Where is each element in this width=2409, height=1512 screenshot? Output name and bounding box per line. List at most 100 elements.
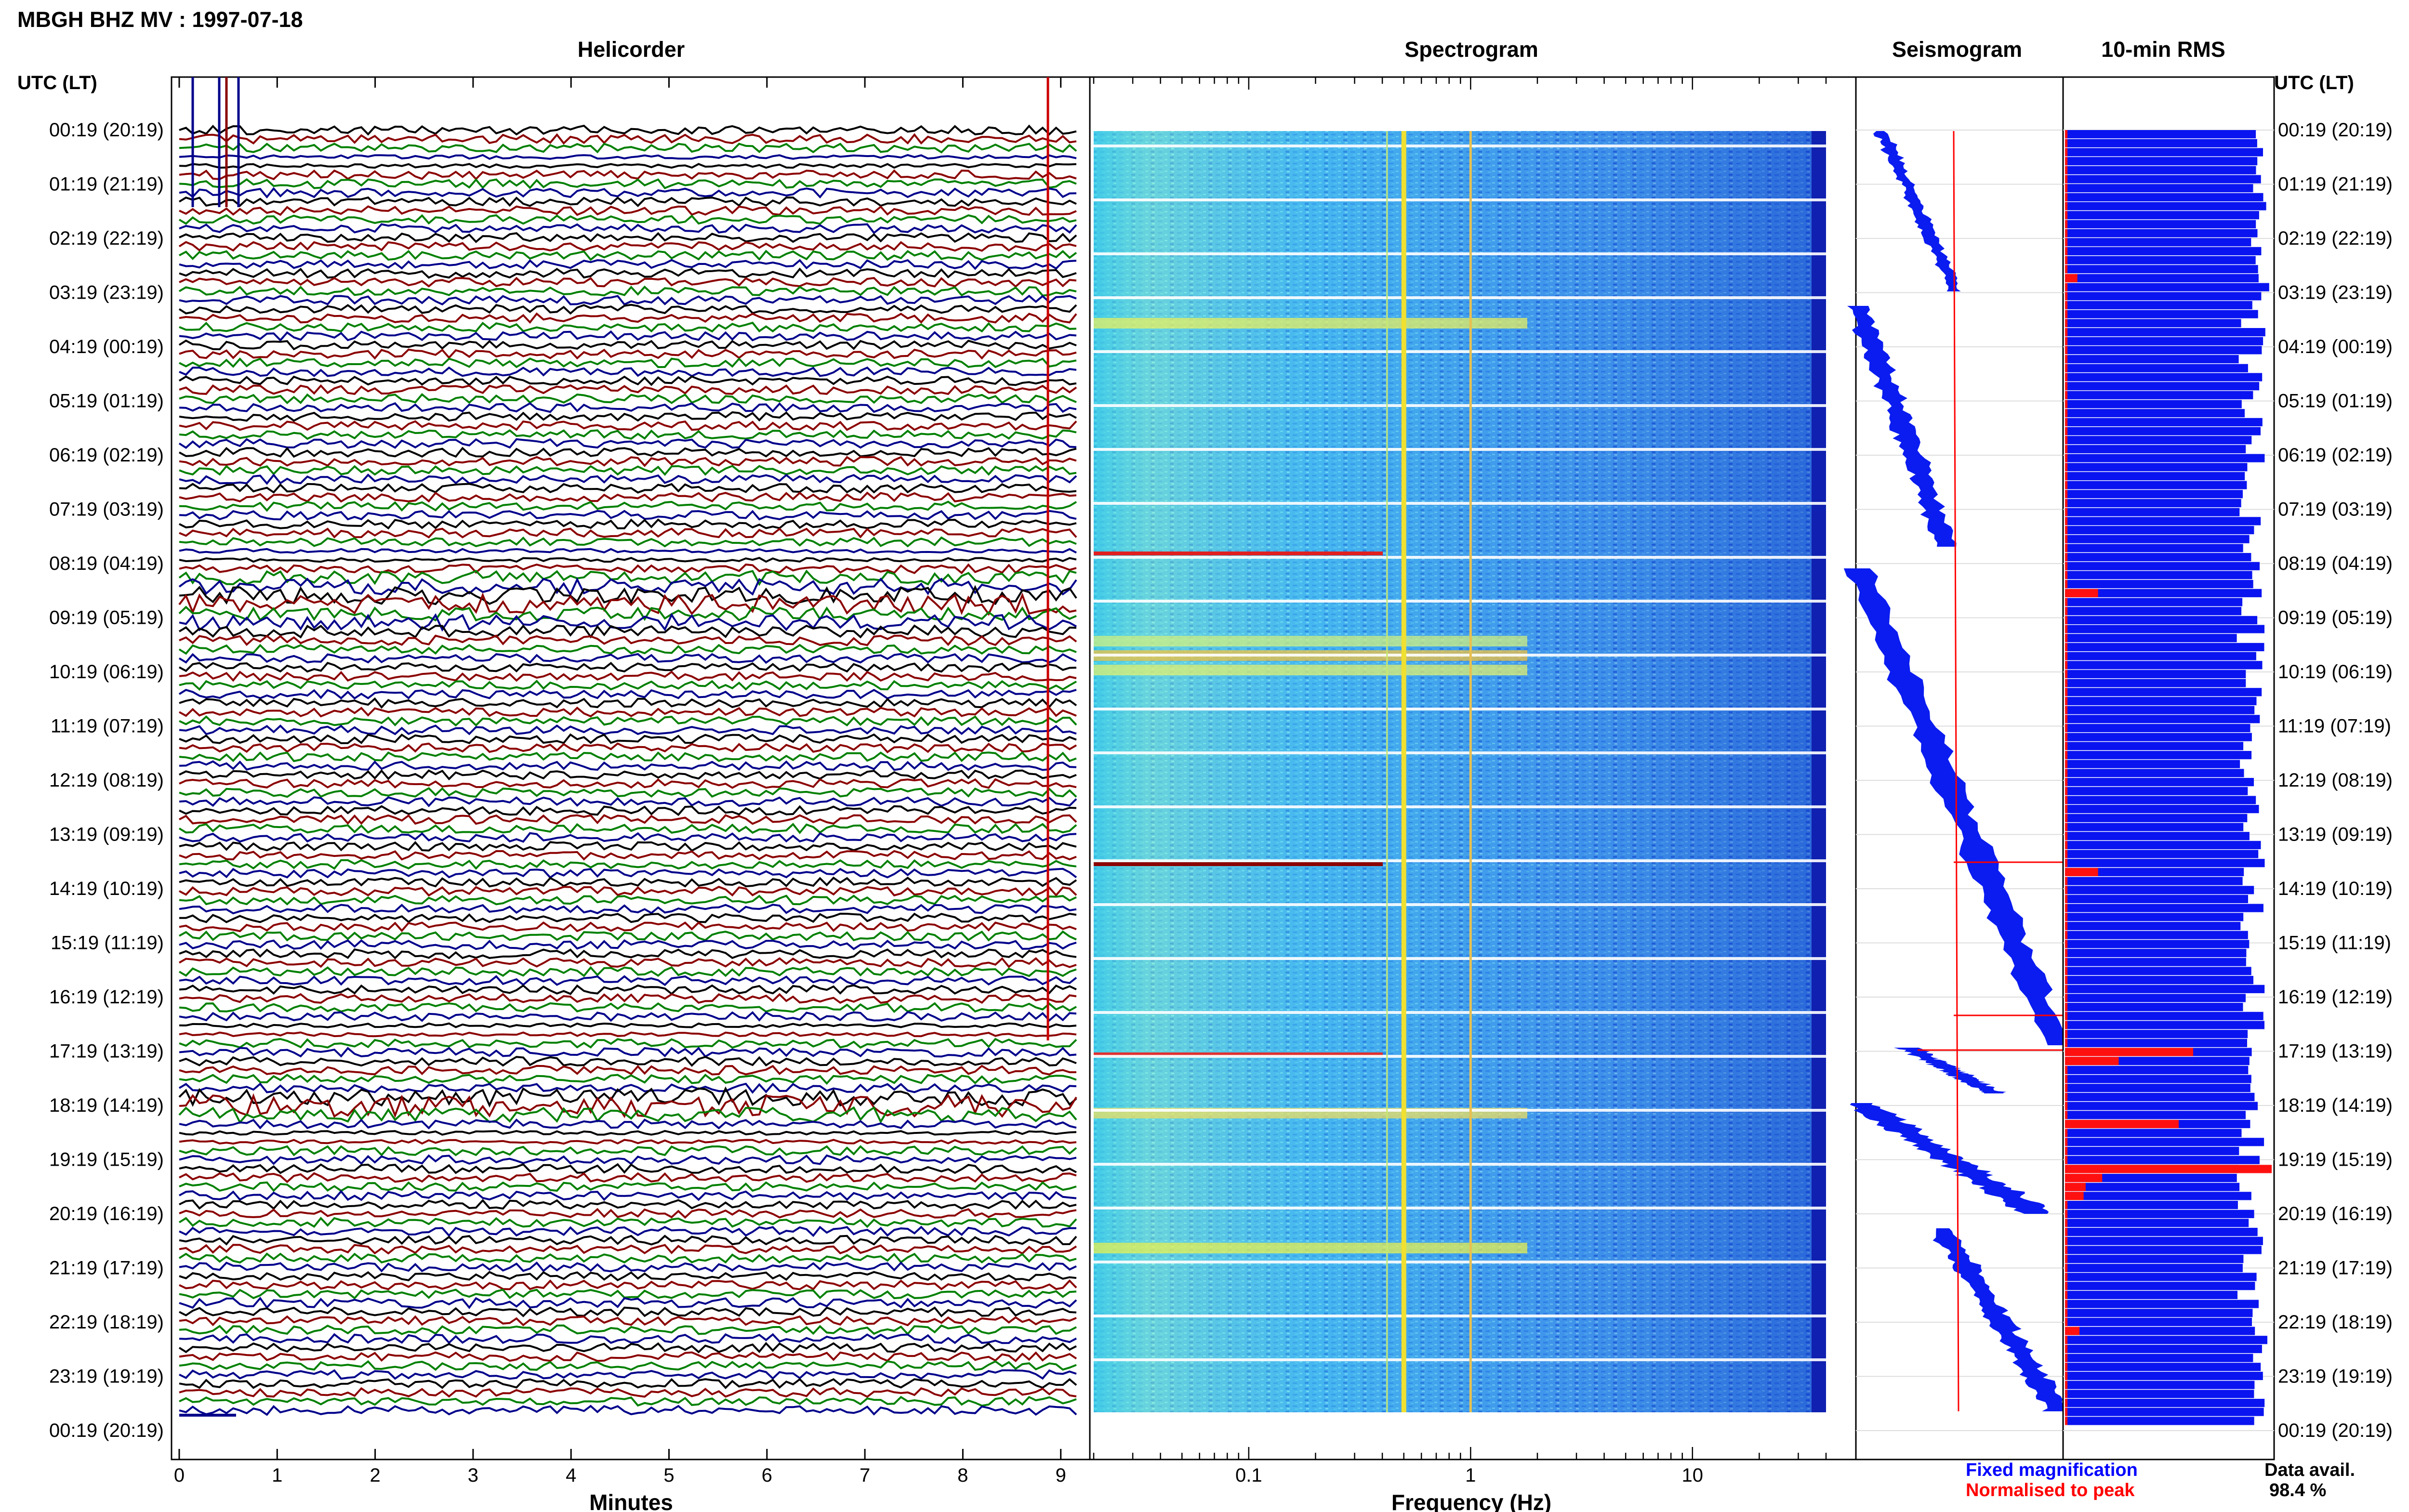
rms-bar-normalised xyxy=(2065,490,2068,499)
rms-bar-fixed xyxy=(2065,742,2244,750)
rms-bar-normalised xyxy=(2065,670,2068,678)
helicorder-trace xyxy=(179,993,1077,1004)
helicorder-trace xyxy=(179,1038,1077,1049)
rms-bar-fixed xyxy=(2065,1129,2242,1137)
rms-bar-normalised xyxy=(2065,832,2068,841)
helicorder-x-tick-label: 4 xyxy=(566,1465,576,1486)
rms-bar-normalised xyxy=(2065,985,2068,993)
helicorder-trace xyxy=(179,715,1077,727)
spectrogram-energy-band xyxy=(1094,665,1527,675)
rms-bar-normalised xyxy=(2065,463,2068,472)
rms-bar-normalised xyxy=(2065,688,2068,697)
row-label-right: 01:19 (21:19) xyxy=(2278,174,2393,195)
rms-bar-fixed xyxy=(2065,948,2247,958)
rms-bar-fixed xyxy=(2065,1146,2239,1156)
spectrogram-gap xyxy=(1094,1358,1826,1361)
rms-bar-normalised xyxy=(2065,1065,2068,1074)
rms-bar-fixed xyxy=(2065,1092,2255,1101)
rms-bar-normalised xyxy=(2065,1039,2068,1047)
rms-bar-normalised xyxy=(2065,921,2068,931)
row-label-right: 00:19 (20:19) xyxy=(2278,119,2393,141)
rms-bar-fixed xyxy=(2065,418,2263,426)
rms-bar-normalised xyxy=(2065,697,2068,706)
rms-bar-normalised xyxy=(2065,562,2068,570)
rms-bar-fixed xyxy=(2065,355,2239,364)
rms-bar-normalised xyxy=(2065,193,2068,201)
rms-bar-normalised xyxy=(2065,1300,2068,1308)
helicorder-trace xyxy=(178,303,1077,315)
helicorder-trace xyxy=(179,557,1077,563)
rms-bar-fixed xyxy=(2065,256,2256,264)
row-label-right: 18:19 (14:19) xyxy=(2278,1095,2393,1116)
spectrogram-gap xyxy=(1094,957,1826,960)
row-label-left: 06:19 (02:19) xyxy=(49,445,164,466)
rms-bar-normalised xyxy=(2065,283,2068,291)
rms-bar-fixed xyxy=(2065,670,2246,678)
helicorder-trace xyxy=(179,1360,1077,1371)
rms-bar-fixed xyxy=(2065,553,2251,562)
rms-bar-normalised xyxy=(2065,535,2068,543)
row-labels: 00:19 (20:19) 00:19 (20:19) 01:19 (21:19) 0… xyxy=(49,119,2393,1441)
rms-bar-fixed xyxy=(2065,976,2253,985)
data-availability-value: 98.4 % xyxy=(2269,1480,2326,1500)
seismogram-fixed-trace xyxy=(1932,1228,2069,1411)
rms-bar-normalised xyxy=(2065,364,2068,372)
rms-bar-normalised xyxy=(2065,337,2068,345)
rms-bar-normalised xyxy=(2065,589,2098,597)
helicorder-panel: 0 1 2 3 4 5 6 7 8 9 xyxy=(171,76,1091,1486)
spectrogram-x-tick-label: 0.1 xyxy=(1235,1465,1262,1486)
rms-bar-normalised xyxy=(2065,778,2068,787)
rms-bar-fixed xyxy=(2065,1084,2250,1092)
rms-bar-fixed xyxy=(2065,688,2262,697)
rms-bar-fixed xyxy=(2065,382,2260,391)
rms-bar-fixed xyxy=(2065,175,2261,184)
rms-bar-fixed xyxy=(2065,409,2245,418)
rms-bar-fixed xyxy=(2065,921,2241,931)
rms-bar-fixed xyxy=(2065,499,2241,508)
rms-bar-fixed xyxy=(2065,481,2247,489)
rms-bar-fixed xyxy=(2065,814,2248,822)
rms-bar-fixed xyxy=(2065,1417,2254,1425)
seismogram-title: Seismogram xyxy=(1892,37,2022,62)
spectrogram-frequency-line xyxy=(1469,131,1472,1412)
rms-bar-normalised xyxy=(2065,805,2068,814)
rms-bar-fixed xyxy=(2065,661,2263,670)
rms-bar-fixed xyxy=(2065,580,2253,589)
helicorder-trace xyxy=(179,859,1077,870)
rms-bar-normalised xyxy=(2065,868,2098,876)
rms-bar-normalised xyxy=(2065,382,2068,391)
rms-bar-fixed xyxy=(2065,139,2257,147)
rms-bar-fixed xyxy=(2065,1236,2263,1245)
rms-bar-fixed xyxy=(2065,1210,2254,1218)
helicorder-x-tick-label: 2 xyxy=(370,1465,380,1486)
helicorder-trace xyxy=(179,939,1077,950)
helicorder-trace xyxy=(179,1261,1077,1273)
spectrogram-event-line xyxy=(1094,862,1383,866)
helicorder-trace xyxy=(179,1378,1077,1389)
rms-bar-normalised xyxy=(2065,445,2068,453)
rms-bar-fixed xyxy=(2065,544,2243,552)
rms-bar-normalised xyxy=(2065,1084,2068,1092)
rms-bar-fixed xyxy=(2065,1282,2255,1290)
row-label-left: 05:19 (01:19) xyxy=(49,391,164,412)
rms-bar-fixed xyxy=(2065,1300,2259,1308)
rms-bar-fixed xyxy=(2065,1263,2243,1272)
rms-bar-normalised xyxy=(2065,715,2068,723)
rms-bar-fixed xyxy=(2065,877,2243,885)
seismogram-fixed-trace xyxy=(1873,131,1961,291)
rms-bar-normalised xyxy=(2065,211,2068,220)
helicorder-trace xyxy=(179,1235,1077,1246)
row-label-left: 21:19 (17:19) xyxy=(49,1258,164,1279)
spectrogram-gap xyxy=(1094,708,1826,710)
rms-bar-fixed xyxy=(2065,1407,2264,1416)
rms-bar-normalised xyxy=(2065,355,2068,364)
helicorder-trace xyxy=(179,178,1077,189)
rms-bar-normalised xyxy=(2065,679,2068,687)
helicorder-trace xyxy=(179,1288,1077,1300)
helicorder-trace xyxy=(179,1271,1077,1282)
helicorder-trace xyxy=(179,885,1077,897)
spectrogram-gap xyxy=(1094,145,1826,147)
rms-bar-normalised xyxy=(2065,1246,2068,1254)
rms-bar-normalised xyxy=(2065,948,2068,958)
helicorder-trace xyxy=(179,832,1077,843)
